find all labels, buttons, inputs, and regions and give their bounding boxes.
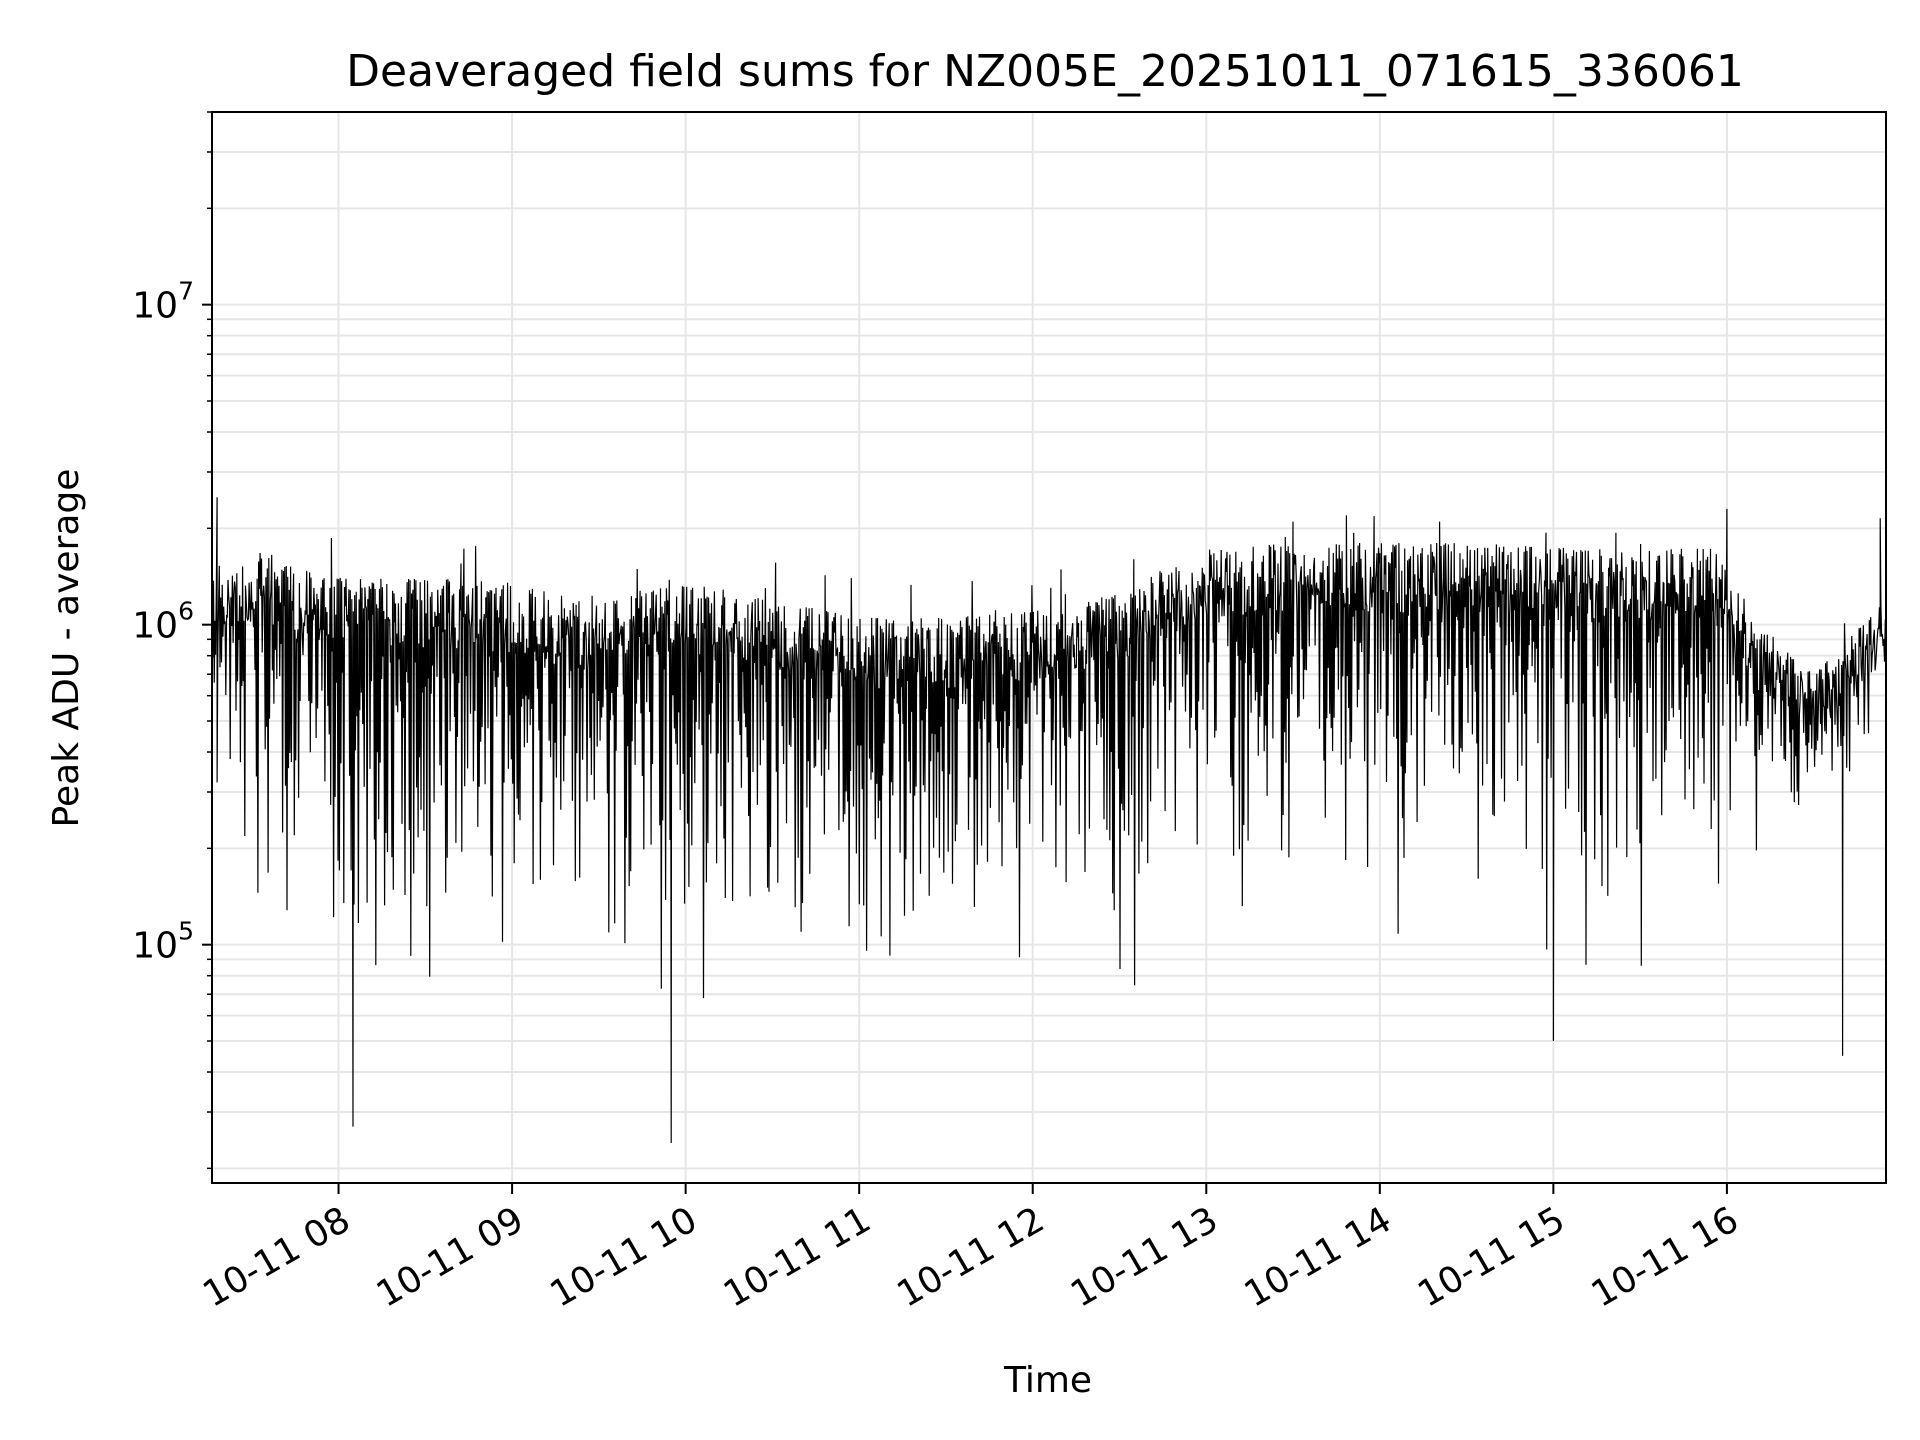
- y-tick-label: 105: [132, 917, 194, 967]
- y-tick-label: 107: [132, 277, 194, 327]
- series-line: [211, 497, 1887, 1144]
- plot-frame: [211, 111, 1887, 1184]
- y-tick-base: 10: [132, 606, 178, 647]
- y-tick-label: 106: [132, 597, 194, 647]
- y-tick-exponent: 5: [178, 917, 194, 946]
- x-axis-label: Time: [1003, 1360, 1092, 1401]
- y-tick-base: 10: [132, 286, 178, 327]
- y-axis-label: Peak ADU - average: [46, 469, 87, 828]
- y-tick-exponent: 6: [178, 597, 194, 626]
- y-tick-exponent: 7: [178, 277, 194, 306]
- chart-title: Deaveraged field sums for NZ005E_2025101…: [346, 46, 1744, 97]
- y-tick-base: 10: [132, 926, 178, 967]
- plot-area: [211, 497, 1887, 1144]
